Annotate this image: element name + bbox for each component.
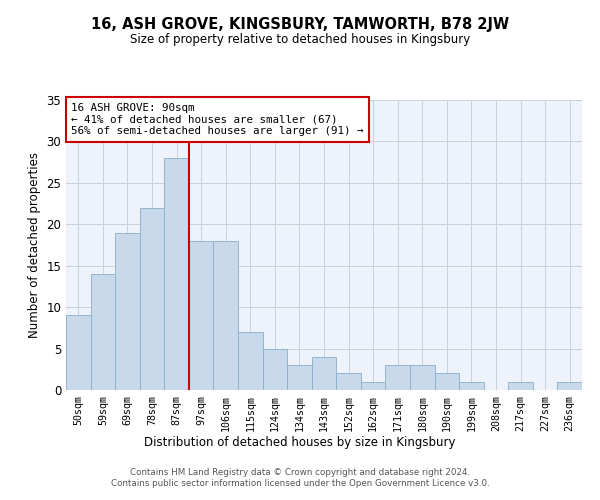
Bar bbox=[385, 365, 410, 390]
Bar bbox=[140, 208, 164, 390]
Bar bbox=[263, 348, 287, 390]
Y-axis label: Number of detached properties: Number of detached properties bbox=[28, 152, 41, 338]
Text: Distribution of detached houses by size in Kingsbury: Distribution of detached houses by size … bbox=[144, 436, 456, 449]
Bar bbox=[312, 357, 336, 390]
Bar bbox=[361, 382, 385, 390]
Bar bbox=[91, 274, 115, 390]
Bar bbox=[66, 316, 91, 390]
Bar bbox=[508, 382, 533, 390]
Bar bbox=[214, 241, 238, 390]
Text: Size of property relative to detached houses in Kingsbury: Size of property relative to detached ho… bbox=[130, 32, 470, 46]
Bar bbox=[287, 365, 312, 390]
Bar bbox=[115, 232, 140, 390]
Bar bbox=[434, 374, 459, 390]
Bar bbox=[459, 382, 484, 390]
Text: Contains HM Land Registry data © Crown copyright and database right 2024.
Contai: Contains HM Land Registry data © Crown c… bbox=[110, 468, 490, 487]
Bar bbox=[410, 365, 434, 390]
Bar bbox=[238, 332, 263, 390]
Text: 16 ASH GROVE: 90sqm
← 41% of detached houses are smaller (67)
56% of semi-detach: 16 ASH GROVE: 90sqm ← 41% of detached ho… bbox=[71, 103, 364, 136]
Bar bbox=[189, 241, 214, 390]
Bar bbox=[164, 158, 189, 390]
Text: 16, ASH GROVE, KINGSBURY, TAMWORTH, B78 2JW: 16, ASH GROVE, KINGSBURY, TAMWORTH, B78 … bbox=[91, 18, 509, 32]
Bar bbox=[336, 374, 361, 390]
Bar bbox=[557, 382, 582, 390]
